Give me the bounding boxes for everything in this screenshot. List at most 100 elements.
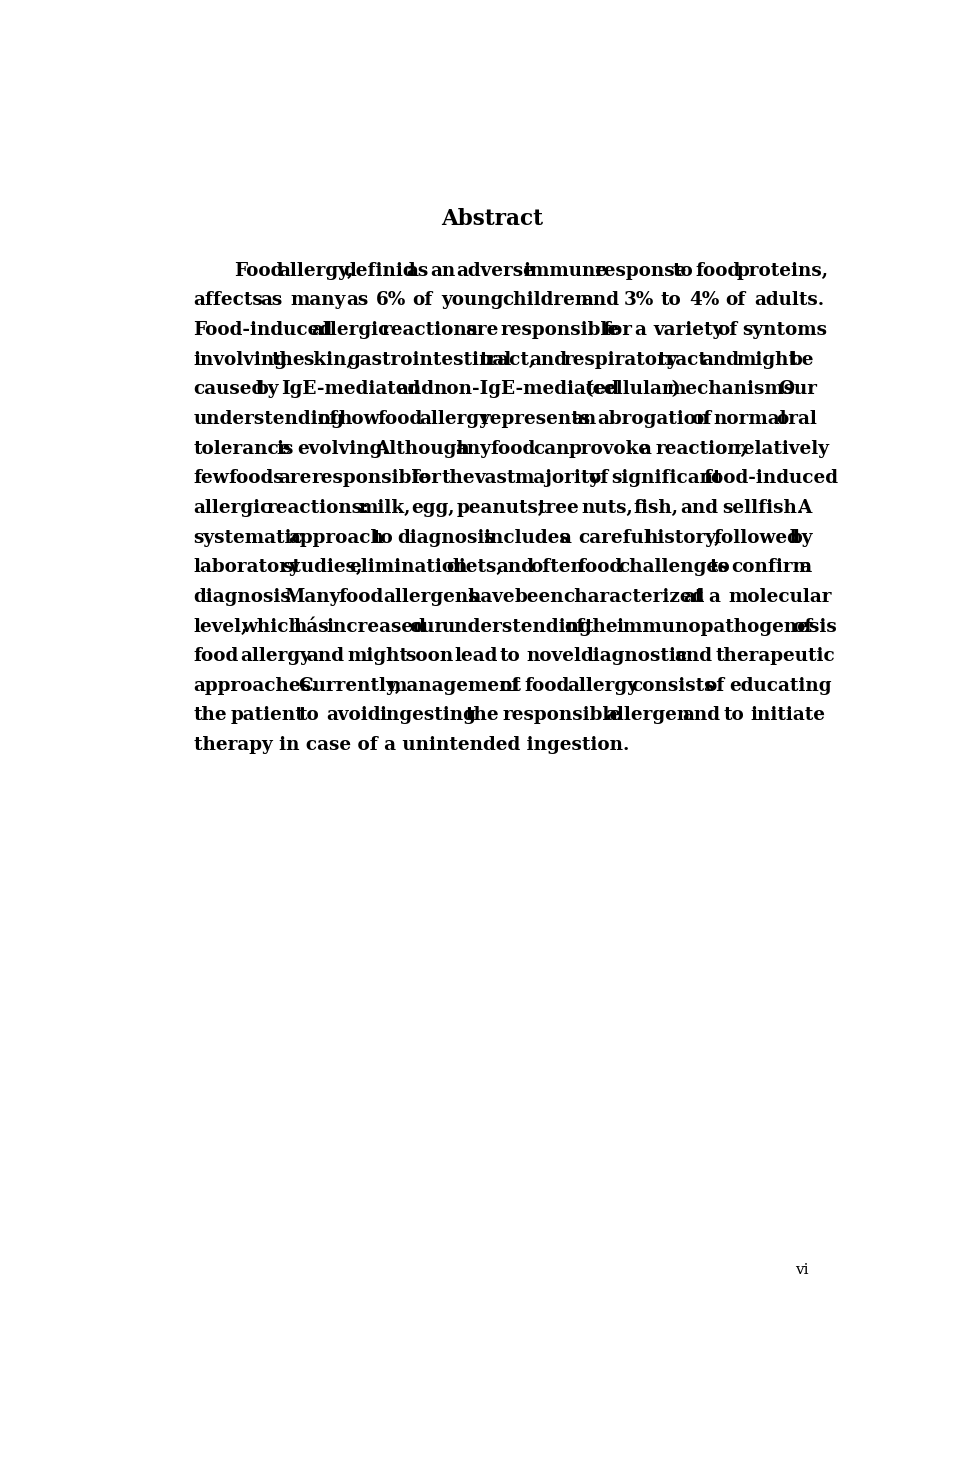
Text: allergens: allergens — [383, 588, 479, 606]
Text: understending: understending — [194, 410, 345, 429]
Text: and: and — [306, 647, 345, 666]
Text: history,: history, — [644, 528, 721, 547]
Text: definid: definid — [344, 262, 416, 279]
Text: followed: followed — [713, 528, 800, 547]
Text: a: a — [560, 528, 571, 547]
Text: children: children — [502, 291, 588, 310]
Text: Many: Many — [284, 588, 341, 606]
Text: young: young — [441, 291, 503, 310]
Text: caused: caused — [194, 380, 265, 398]
Text: A: A — [797, 499, 811, 516]
Text: food: food — [194, 647, 239, 666]
Text: ingesting: ingesting — [379, 707, 476, 724]
Text: understending: understending — [442, 617, 592, 635]
Text: an: an — [572, 410, 597, 429]
Text: responsible: responsible — [502, 707, 621, 724]
Text: proteins,: proteins, — [737, 262, 828, 279]
Text: systematic: systematic — [194, 528, 303, 547]
Text: Abstract: Abstract — [441, 208, 543, 230]
Text: consists: consists — [631, 677, 714, 695]
Text: of: of — [317, 410, 337, 429]
Text: by: by — [790, 528, 813, 547]
Text: level,: level, — [194, 617, 248, 635]
Text: IgE-mediated: IgE-mediated — [281, 380, 420, 398]
Text: majority: majority — [514, 470, 600, 487]
Text: and: and — [496, 559, 534, 576]
Text: vast: vast — [475, 470, 516, 487]
Text: diagnosis.: diagnosis. — [194, 588, 298, 606]
Text: Food-induced: Food-induced — [194, 320, 333, 339]
Text: response: response — [595, 262, 687, 279]
Text: challenges: challenges — [618, 559, 729, 576]
Text: to: to — [660, 291, 681, 310]
Text: food: food — [338, 588, 383, 606]
Text: immunopathogenesis: immunopathogenesis — [616, 617, 837, 635]
Text: to: to — [372, 528, 393, 547]
Text: allergy: allergy — [419, 410, 490, 429]
Text: allergic: allergic — [194, 499, 272, 516]
Text: many: many — [291, 291, 346, 310]
Text: foods: foods — [228, 470, 284, 487]
Text: initiate: initiate — [750, 707, 825, 724]
Text: the: the — [272, 351, 305, 369]
Text: milk,: milk, — [358, 499, 411, 516]
Text: any: any — [456, 440, 492, 458]
Text: of: of — [717, 320, 737, 339]
Text: 3%: 3% — [624, 291, 655, 310]
Text: (cellular): (cellular) — [585, 380, 681, 398]
Text: reaction,: reaction, — [656, 440, 748, 458]
Text: provoke: provoke — [568, 440, 651, 458]
Text: to: to — [499, 647, 519, 666]
Text: studies,: studies, — [281, 559, 362, 576]
Text: are: are — [278, 470, 312, 487]
Text: food: food — [695, 262, 741, 279]
Text: represents: represents — [480, 410, 590, 429]
Text: vi: vi — [795, 1264, 808, 1277]
Text: which: which — [241, 617, 302, 635]
Text: abrogation: abrogation — [598, 410, 710, 429]
Text: avoid: avoid — [325, 707, 380, 724]
Text: tolerance: tolerance — [194, 440, 291, 458]
Text: been: been — [515, 588, 564, 606]
Text: and: and — [702, 351, 740, 369]
Text: increased: increased — [326, 617, 426, 635]
Text: for: for — [411, 470, 442, 487]
Text: to: to — [673, 262, 694, 279]
Text: of: of — [691, 410, 711, 429]
Text: and: and — [529, 351, 566, 369]
Text: therapeutic: therapeutic — [715, 647, 835, 666]
Text: few: few — [194, 470, 229, 487]
Text: includes: includes — [483, 528, 569, 547]
Text: are: are — [465, 320, 498, 339]
Text: for: for — [602, 320, 632, 339]
Text: hás: hás — [294, 617, 329, 635]
Text: at: at — [683, 588, 703, 606]
Text: 6%: 6% — [376, 291, 406, 310]
Text: and: and — [681, 499, 719, 516]
Text: often: often — [531, 559, 585, 576]
Text: diagnosis: diagnosis — [397, 528, 495, 547]
Text: by: by — [256, 380, 279, 398]
Text: Although: Although — [375, 440, 469, 458]
Text: as: as — [347, 291, 369, 310]
Text: Our: Our — [778, 380, 817, 398]
Text: skin,: skin, — [303, 351, 353, 369]
Text: the: the — [466, 707, 499, 724]
Text: management: management — [387, 677, 521, 695]
Text: of: of — [588, 470, 609, 487]
Text: allergic: allergic — [311, 320, 389, 339]
Text: to: to — [709, 559, 731, 576]
Text: and: and — [683, 707, 721, 724]
Text: is: is — [276, 440, 294, 458]
Text: variety: variety — [654, 320, 724, 339]
Text: food: food — [524, 677, 569, 695]
Text: peanuts,: peanuts, — [457, 499, 545, 516]
Text: to: to — [723, 707, 744, 724]
Text: be: be — [789, 351, 814, 369]
Text: allergy: allergy — [240, 647, 311, 666]
Text: of: of — [564, 617, 584, 635]
Text: have: have — [468, 588, 516, 606]
Text: adults.: adults. — [754, 291, 824, 310]
Text: immune: immune — [523, 262, 608, 279]
Text: food: food — [377, 410, 422, 429]
